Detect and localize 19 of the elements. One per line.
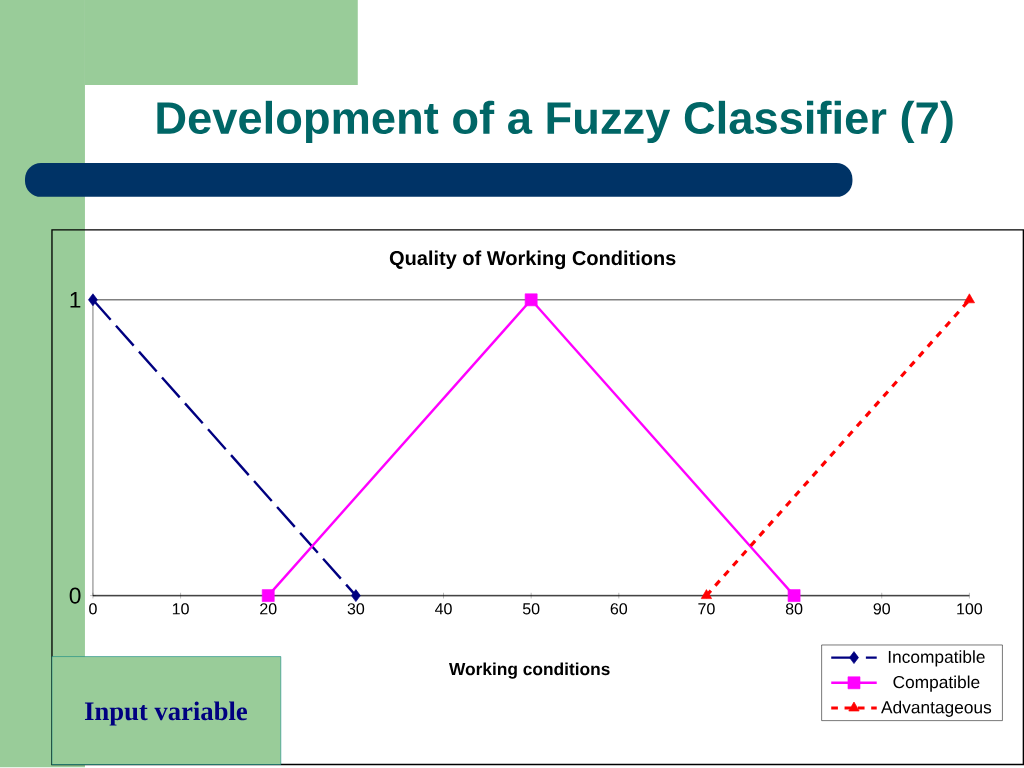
x-tick-label: 40 <box>435 603 452 615</box>
x-tick-label: 30 <box>347 603 365 615</box>
legend-label: Compatible <box>893 675 980 692</box>
x-axis-title: Working conditions <box>449 662 610 679</box>
x-tick-label: 70 <box>698 603 715 615</box>
x-tick-label: 100 <box>957 603 983 615</box>
x-tick-label: 80 <box>785 603 803 615</box>
legend-label: Incompatible <box>888 650 985 667</box>
x-tick-label: 0 <box>89 603 97 615</box>
y-tick-label: 1 <box>70 292 81 308</box>
x-tick-label: 10 <box>172 603 189 615</box>
x-tick-label: 20 <box>260 603 277 615</box>
legend-label: Advantageous <box>881 700 992 718</box>
text: Input variable <box>84 701 248 726</box>
chart-subtitle: Quality of Working Conditions <box>389 250 676 270</box>
x-tick-label: 60 <box>610 603 628 615</box>
x-tick-label: 50 <box>522 603 540 615</box>
x-tick-label: 90 <box>873 603 891 615</box>
chart-title: Development of a Fuzzy Classifier (7) <box>157 101 953 144</box>
